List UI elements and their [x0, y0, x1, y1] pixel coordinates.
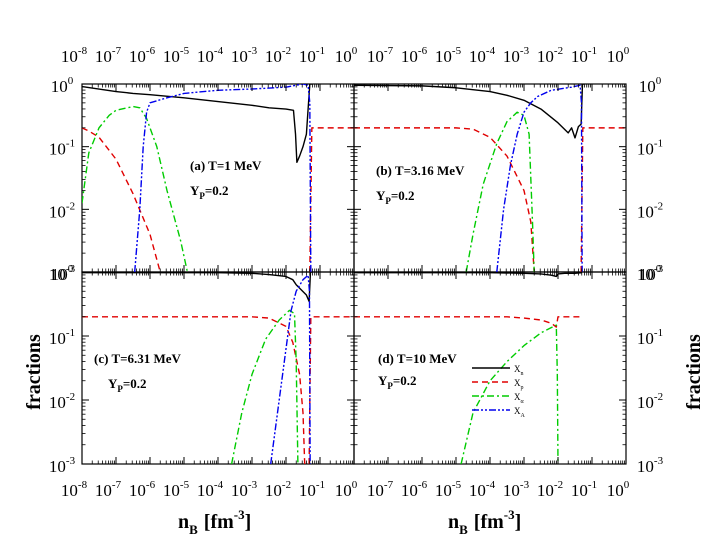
y-tick-label-right: 10-1	[637, 138, 663, 159]
panel-b-yp: YP=0.2	[376, 188, 415, 206]
y-tick-label-right: 10-3	[637, 455, 664, 476]
x-tick-label-top: 10-5	[163, 45, 190, 66]
panel-frame-2	[81, 271, 355, 465]
x-tick-label-bottom: 10-6	[129, 479, 156, 500]
panel-d-yp: YP=0.2	[378, 373, 417, 391]
x-tick-label-bottom: 10-1	[571, 479, 597, 500]
series-line-x-a	[270, 274, 311, 464]
y-tick-label-right: 10-2	[637, 200, 663, 221]
y-tick-label-left: 10-1	[49, 327, 75, 348]
panel-c-yp: YP=0.2	[108, 376, 147, 394]
series-line-x-a	[496, 84, 583, 272]
panel-a-label: (a) T=1 MeV	[190, 158, 262, 173]
x-tick-label-top: 10-3	[231, 45, 258, 66]
series-line-x-p	[580, 127, 626, 272]
y-axis-title-right: fractions	[683, 334, 705, 410]
y-tick-label-left: 10-3	[49, 263, 76, 284]
x-tick-label-top: 10-4	[197, 45, 224, 66]
x-tick-label-bottom: 10-2	[537, 479, 563, 500]
y-tick-label-left: 10-1	[49, 138, 75, 159]
x-tick-label-bottom: 10-3	[231, 479, 258, 500]
ticks: 10-8 10-8 10-7 10-7 10-7 10-7 10-6 10-6 10-6 10-6…	[49, 45, 664, 500]
x-tick-label-top: 10-7	[95, 45, 122, 66]
x-tick-label-top: 10-3	[503, 45, 530, 66]
x-tick-label-bottom: 10-2	[265, 479, 291, 500]
y-tick-label-left: 100	[51, 263, 74, 284]
x-tick-label-top: 10-2	[265, 45, 291, 66]
legend: Xn Xp Xα XA	[472, 364, 526, 419]
x-tick-label-bottom: 10-6	[401, 479, 428, 500]
series-line-x-n	[354, 272, 582, 278]
series-line-x-n	[354, 84, 585, 139]
x-tick-label-top: 10-7	[367, 45, 394, 66]
y-tick-label-left: 10-3	[49, 455, 76, 476]
panel-frame-0	[81, 83, 355, 273]
x-axis-title-left: nB [fm-3]	[178, 507, 251, 537]
x-tick-label-top: 10-1	[299, 45, 325, 66]
series-line-x-alpha	[460, 324, 559, 464]
x-tick-label-top: 10-8	[61, 45, 88, 66]
x-tick-label-bottom: 10-3	[503, 479, 530, 500]
series-line-x-p	[354, 127, 535, 272]
x-tick-label-bottom: 100	[335, 479, 358, 500]
x-tick-label-top: 10-6	[129, 45, 156, 66]
panel-a-yp: YP=0.2	[190, 183, 229, 201]
series-line-x-p	[82, 127, 161, 272]
x-tick-label-bottom: 100	[607, 479, 630, 500]
x-tick-label-top: 10-4	[469, 45, 496, 66]
legend-label-xn: Xn	[514, 364, 524, 377]
panel-2-series	[82, 272, 354, 464]
panel-3-series	[354, 272, 582, 464]
series-line-x-alpha	[82, 105, 189, 272]
x-tick-label-bottom: 10-7	[367, 479, 394, 500]
panel-0-series	[82, 84, 354, 272]
x-tick-label-bottom: 10-4	[469, 479, 496, 500]
y-tick-label-left: 100	[51, 75, 74, 96]
series-line-x-p	[82, 316, 306, 464]
series-line-x-alpha	[230, 309, 299, 464]
y-axis-title-left: fractions	[23, 334, 45, 410]
series-line-x-n	[82, 84, 313, 164]
x-axis-title-right: nB [fm-3]	[448, 507, 521, 537]
y-tick-label-right: 100	[639, 75, 662, 96]
series-line-x-n	[82, 272, 313, 303]
x-tick-label-bottom: 10-1	[299, 479, 325, 500]
legend-label-xa: XA	[514, 406, 526, 419]
series-line-x-alpha	[465, 111, 535, 272]
x-tick-label-bottom: 10-7	[95, 479, 122, 500]
x-tick-label-bottom: 10-8	[61, 479, 88, 500]
x-tick-label-top: 10-2	[537, 45, 563, 66]
panel-c-label: (c) T=6.31 MeV	[94, 351, 182, 366]
legend-label-xalpha: Xα	[514, 392, 525, 405]
y-tick-label-left: 10-2	[49, 391, 75, 412]
x-tick-label-top: 100	[607, 45, 630, 66]
series-line-x-a	[134, 84, 312, 272]
x-tick-label-bottom: 10-4	[197, 479, 224, 500]
series-layer	[82, 84, 626, 464]
y-tick-label-right: 100	[639, 263, 662, 284]
y-tick-label-right: 10-1	[637, 327, 663, 348]
series-line-x-p	[308, 316, 354, 464]
series-line-x-p	[309, 127, 354, 272]
panel-frame-1	[353, 83, 627, 273]
y-tick-label-right: 10-2	[637, 391, 663, 412]
y-tick-label-left: 10-2	[49, 200, 75, 221]
x-tick-label-top: 10-6	[401, 45, 428, 66]
panel-b-label: (b) T=3.16 MeV	[376, 163, 465, 178]
series-line-x-p	[354, 316, 582, 328]
legend-label-xp: Xp	[514, 378, 524, 391]
x-tick-label-top: 10-5	[435, 45, 462, 66]
x-tick-label-top: 10-1	[571, 45, 597, 66]
y-tick-label-right: 10-3	[637, 263, 664, 284]
x-tick-label-top: 100	[335, 45, 358, 66]
panel-d-label: (d) T=10 MeV	[378, 351, 457, 366]
x-tick-label-bottom: 10-5	[163, 479, 190, 500]
panel-1-series	[354, 84, 626, 272]
x-tick-label-bottom: 10-5	[435, 479, 462, 500]
